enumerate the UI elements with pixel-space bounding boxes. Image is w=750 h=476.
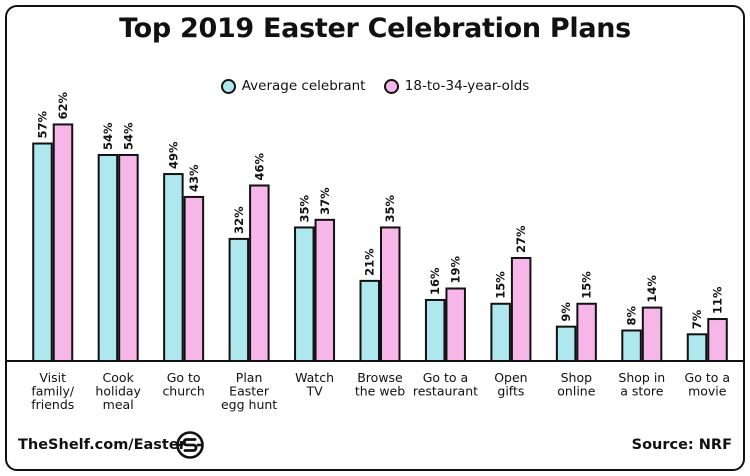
footer-source: Source: NRF (631, 437, 732, 453)
data-label: 62% (56, 91, 70, 119)
bar-average-1 (97, 153, 119, 362)
bar-young-4 (314, 218, 336, 362)
category-label: Browse the web (355, 370, 405, 399)
category-label: Plan Easter egg hunt (221, 370, 277, 412)
data-label: 43% (187, 164, 201, 192)
bar-average-10 (686, 333, 708, 362)
category-label: Watch TV (295, 370, 334, 399)
data-label: 35% (383, 194, 397, 222)
bar-young-5 (380, 226, 401, 362)
bar-young-3 (249, 184, 270, 362)
legend-swatch-average-celebrant (220, 78, 236, 94)
bar-young-2 (183, 195, 205, 362)
data-label: 46% (252, 152, 266, 180)
category-label: Go to a restaurant (413, 370, 478, 399)
data-label: 14% (645, 275, 659, 303)
bar-average-6 (424, 298, 446, 363)
data-label: 11% (711, 286, 725, 314)
bar-average-4 (294, 226, 315, 362)
bar-average-3 (228, 237, 250, 363)
category-label: Cook holiday meal (95, 370, 141, 412)
bar-young-10 (707, 318, 728, 362)
legend-label-average-celebrant: Average celebrant (241, 78, 366, 94)
category-label: Shop in a store (618, 370, 665, 399)
data-label: 37% (318, 187, 332, 215)
bar-average-9 (621, 329, 642, 363)
bar-young-9 (641, 306, 663, 363)
legend-item-average-celebrant: Average celebrant (220, 78, 366, 94)
category-label: Open gifts (494, 370, 527, 399)
legend-label-18-to-34: 18-to-34-year-olds (404, 78, 530, 94)
data-label: 21% (363, 248, 377, 276)
bar-average-8 (555, 325, 577, 362)
data-label: 19% (449, 256, 463, 284)
data-label: 9% (559, 302, 573, 322)
category-label: Shop online (557, 370, 595, 399)
category-label: Go to church (162, 370, 204, 399)
bar-young-8 (576, 302, 597, 362)
chart-title: Top 2019 Easter Celebration Plans (119, 13, 631, 44)
data-label: 54% (121, 122, 135, 150)
bar-young-1 (118, 153, 139, 362)
bar-average-5 (359, 279, 380, 362)
data-label: 8% (625, 305, 639, 325)
bar-average-0 (32, 142, 53, 362)
bar-young-0 (52, 123, 74, 362)
footer-site: TheShelf.com/Easter (18, 437, 186, 453)
data-label: 57% (35, 111, 49, 139)
data-label: 54% (101, 122, 115, 150)
category-label: Go to a movie (685, 370, 731, 399)
bar-young-6 (445, 287, 466, 362)
data-label: 16% (428, 267, 442, 295)
bar-average-2 (163, 173, 184, 362)
data-label: 27% (514, 225, 528, 253)
data-label: 15% (580, 271, 594, 299)
data-label: 49% (166, 141, 180, 169)
data-label: 15% (494, 271, 508, 299)
legend-item-18-to-34: 18-to-34-year-olds (383, 78, 530, 94)
bar-young-7 (510, 256, 532, 362)
bar-average-7 (490, 302, 511, 362)
category-label: Visit family/friends (31, 370, 75, 412)
data-label: 32% (232, 206, 246, 234)
data-label: 35% (297, 194, 311, 222)
chart-legend: Average celebrant 18-to-34-year-olds (0, 78, 750, 98)
data-label: 7% (690, 309, 704, 329)
legend-swatch-18-to-34 (383, 78, 399, 94)
theshelf-logo-icon (176, 431, 204, 459)
